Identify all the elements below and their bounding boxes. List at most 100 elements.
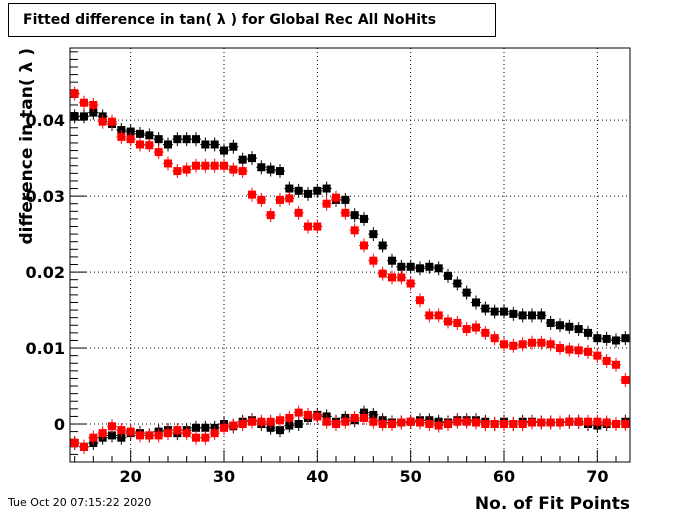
data-point bbox=[546, 318, 555, 327]
data-point bbox=[416, 296, 424, 305]
chart-title-box: Fitted difference in tan( λ ) for Global… bbox=[8, 3, 496, 37]
data-point bbox=[584, 417, 592, 426]
data-point bbox=[378, 241, 387, 250]
data-point bbox=[584, 347, 592, 356]
data-point bbox=[388, 420, 396, 429]
data-point bbox=[528, 418, 536, 427]
data-point bbox=[360, 413, 368, 422]
data-point bbox=[220, 161, 228, 170]
data-point bbox=[210, 429, 219, 438]
data-point bbox=[266, 165, 275, 174]
data-point bbox=[322, 199, 331, 208]
data-point bbox=[528, 311, 536, 320]
data-point bbox=[350, 226, 359, 235]
data-point bbox=[360, 214, 368, 223]
data-point bbox=[238, 155, 247, 164]
data-point bbox=[593, 417, 602, 426]
data-point bbox=[154, 135, 163, 144]
data-point bbox=[285, 421, 294, 430]
data-point bbox=[201, 423, 210, 432]
data-point bbox=[537, 338, 546, 347]
data-point bbox=[126, 135, 135, 144]
data-point bbox=[89, 433, 98, 442]
data-point bbox=[229, 421, 238, 430]
data-point bbox=[173, 135, 182, 144]
data-point bbox=[509, 309, 518, 318]
data-point bbox=[238, 420, 247, 429]
data-point bbox=[210, 140, 219, 149]
data-point bbox=[145, 131, 154, 140]
data-point bbox=[350, 211, 359, 220]
x-tick-label: 50 bbox=[400, 467, 422, 486]
x-tick-label: 60 bbox=[493, 467, 515, 486]
data-point bbox=[500, 420, 508, 429]
data-point bbox=[98, 429, 107, 438]
data-point bbox=[266, 417, 275, 426]
series-1 bbox=[69, 86, 631, 387]
axis-ticks bbox=[70, 51, 617, 462]
data-point bbox=[117, 433, 126, 442]
data-point bbox=[425, 311, 434, 320]
data-point bbox=[70, 439, 79, 448]
data-point bbox=[472, 323, 480, 332]
y-tick-label: 0 bbox=[54, 415, 65, 434]
data-point bbox=[378, 420, 387, 429]
data-point bbox=[313, 412, 322, 421]
data-point bbox=[434, 421, 443, 430]
data-point bbox=[574, 325, 583, 334]
data-point bbox=[621, 420, 630, 429]
data-point bbox=[322, 417, 331, 426]
grid bbox=[70, 48, 630, 462]
data-point bbox=[453, 417, 462, 426]
y-tick-label: 0.03 bbox=[26, 187, 65, 206]
data-point bbox=[164, 429, 172, 438]
data-point bbox=[462, 417, 471, 426]
data-point bbox=[500, 307, 508, 316]
data-point bbox=[481, 328, 490, 337]
data-point bbox=[294, 208, 303, 217]
data-point bbox=[201, 140, 210, 149]
data-point bbox=[490, 334, 499, 343]
data-point bbox=[425, 420, 434, 429]
data-point bbox=[145, 141, 154, 150]
data-point bbox=[406, 262, 415, 271]
timestamp: Tue Oct 20 07:15:22 2020 bbox=[8, 496, 152, 509]
y-tick-label: 0.01 bbox=[26, 339, 65, 358]
data-point bbox=[444, 271, 452, 280]
data-point bbox=[229, 142, 238, 151]
data-point bbox=[518, 420, 527, 429]
data-point bbox=[612, 360, 620, 369]
x-axis-label: No. of Fit Points bbox=[475, 494, 630, 514]
data-point bbox=[621, 334, 630, 343]
data-point bbox=[341, 195, 350, 204]
data-point bbox=[266, 211, 275, 220]
data-point bbox=[89, 108, 98, 117]
data-point bbox=[210, 161, 219, 170]
data-point bbox=[462, 288, 471, 297]
data-point bbox=[220, 423, 228, 432]
tick-labels: 20 30 40 50 60 70 0 0.01 0.02 0.03 0.04 bbox=[26, 111, 609, 486]
data-point bbox=[397, 273, 406, 282]
x-tick-label: 40 bbox=[306, 467, 328, 486]
data-point bbox=[565, 322, 574, 331]
data-point bbox=[108, 117, 116, 126]
data-point bbox=[509, 341, 518, 350]
data-point bbox=[593, 334, 602, 343]
data-point bbox=[192, 423, 200, 432]
data-point bbox=[453, 279, 462, 288]
data-point bbox=[70, 112, 79, 121]
data-point bbox=[444, 317, 452, 326]
plot-frame bbox=[69, 47, 631, 463]
data-point bbox=[416, 264, 424, 273]
data-point bbox=[602, 334, 611, 343]
data-point bbox=[444, 420, 452, 429]
data-point bbox=[434, 264, 443, 273]
data-point bbox=[98, 117, 107, 126]
data-point bbox=[332, 420, 340, 429]
data-point bbox=[220, 146, 228, 155]
data-point bbox=[294, 408, 303, 417]
data-point bbox=[602, 356, 611, 365]
data-point bbox=[248, 190, 256, 199]
data-point bbox=[565, 345, 574, 354]
